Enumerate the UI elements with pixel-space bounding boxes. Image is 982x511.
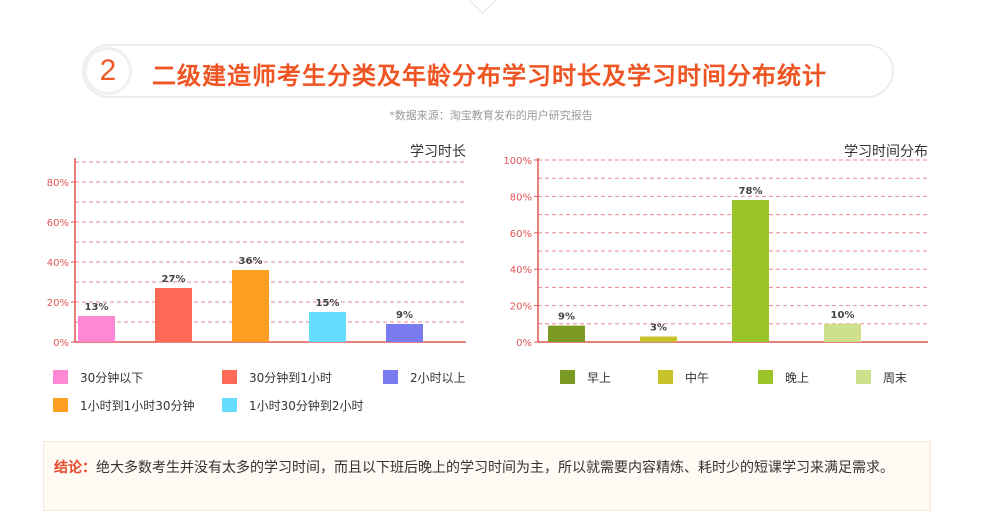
- y-tick-label: 0%: [53, 338, 69, 349]
- y-tick-label: 40%: [47, 258, 69, 269]
- legend-swatch: [560, 370, 575, 384]
- legend-label: 早上: [587, 371, 611, 385]
- bar: [386, 324, 423, 342]
- legend-label: 1小时30分钟到2小时: [249, 398, 364, 413]
- y-tick-label: 0%: [516, 338, 532, 349]
- bar: [232, 270, 269, 342]
- legend-swatch: [53, 398, 68, 412]
- charts-canvas: 学习时长 0% 20% 40% 60% 80% 13% 27% 36% 15% 9% 30分钟以下 30…: [47, 144, 928, 413]
- chart-title: 学习时间分布: [844, 144, 928, 160]
- legend-swatch: [383, 370, 398, 384]
- y-tick-label: 40%: [510, 265, 532, 276]
- bar-value-label: 13%: [85, 302, 109, 313]
- bar-value-label: 27%: [162, 274, 186, 285]
- bar-value-label: 9%: [558, 312, 575, 323]
- conclusion-text-block: 结论：绝大多数考生并没有太多的学习时间，而且以下班后晚上的学习时间为主，所以就需…: [54, 456, 920, 480]
- section-number: 2: [84, 47, 132, 95]
- legend-label: 1小时到1小时30分钟: [80, 398, 195, 413]
- conclusion-box: 结论：绝大多数考生并没有太多的学习时间，而且以下班后晚上的学习时间为主，所以就需…: [43, 441, 931, 511]
- bar: [78, 316, 115, 342]
- y-tick-label: 60%: [510, 229, 532, 240]
- legend-swatch: [53, 370, 68, 384]
- bar-value-label: 15%: [316, 298, 340, 309]
- legend-label: 30分钟到1小时: [249, 370, 332, 385]
- legend-label: 2小时以上: [410, 371, 466, 385]
- conclusion-label: 结论：: [54, 460, 96, 476]
- legend-label: 30分钟以下: [80, 370, 143, 385]
- legend-label: 中午: [685, 370, 709, 385]
- bar-value-label: 3%: [650, 323, 667, 334]
- conclusion-body: 绝大多数考生并没有太多的学习时间，而且以下班后晚上的学习时间为主，所以就需要内容…: [96, 460, 894, 476]
- y-tick-label: 60%: [47, 218, 69, 229]
- y-tick-label: 80%: [47, 178, 69, 189]
- bar: [155, 288, 192, 342]
- legend-swatch: [222, 398, 237, 412]
- bar-value-label: 78%: [739, 186, 763, 197]
- legend-swatch: [758, 370, 773, 384]
- bar: [732, 200, 769, 342]
- y-tick-label: 20%: [510, 302, 532, 313]
- legend-label: 周末: [883, 371, 907, 385]
- y-tick-label: 100%: [503, 156, 532, 167]
- legend-label: 晚上: [785, 371, 809, 385]
- y-tick-label: 80%: [510, 192, 532, 203]
- bar-value-label: 36%: [239, 256, 263, 267]
- bar: [309, 312, 346, 342]
- bar: [548, 325, 585, 342]
- bar-value-label: 9%: [396, 310, 413, 321]
- data-source-note: *数据来源：淘宝教育发布的用户研究报告: [389, 109, 593, 122]
- legend-swatch: [222, 370, 237, 384]
- legend-swatch: [658, 370, 673, 384]
- page-title: 二级建造师考生分类及年龄分布学习时长及学习时间分布统计: [152, 62, 827, 90]
- title-banner: [82, 44, 894, 98]
- bar: [640, 336, 677, 342]
- bar: [824, 323, 861, 342]
- bar-value-label: 10%: [831, 310, 855, 321]
- y-tick-label: 20%: [47, 298, 69, 309]
- chart-title: 学习时长: [410, 144, 466, 160]
- legend-swatch: [856, 370, 871, 384]
